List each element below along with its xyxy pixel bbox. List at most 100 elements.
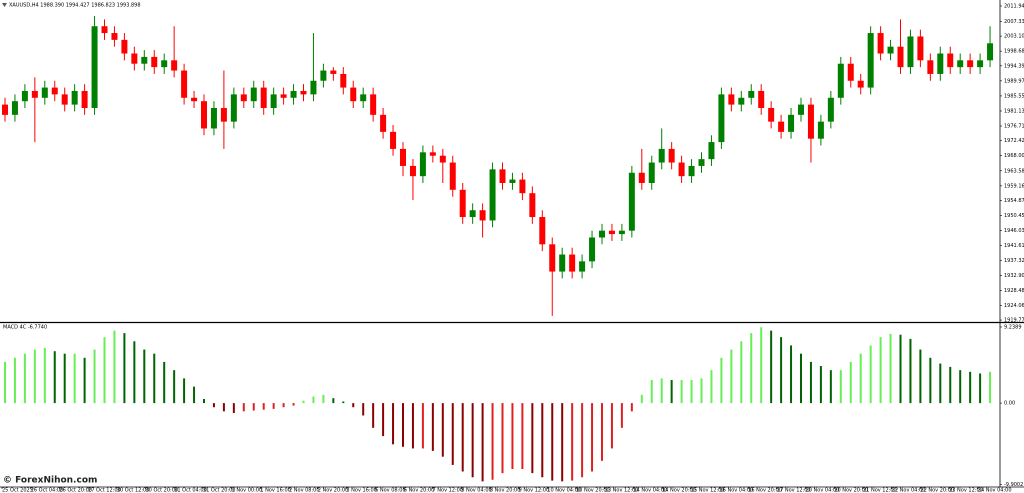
y-tick-label: 1946.030 — [1004, 228, 1024, 234]
candle-body — [479, 210, 486, 221]
x-tick-label: 31 Oct 04:00 — [174, 488, 207, 493]
candle-body — [648, 162, 655, 183]
candle-body — [419, 152, 426, 177]
x-tick-label: 16 Nov 20:00 — [748, 488, 782, 493]
candle-body — [270, 94, 277, 109]
candle-body — [768, 108, 775, 122]
candle-body — [71, 90, 78, 105]
candle-body — [927, 60, 934, 74]
x-tick-label: 22 Nov 20:00 — [920, 488, 954, 493]
y-tick-label: 9.2389 — [1004, 324, 1022, 330]
candle-body — [907, 36, 914, 68]
candle-body — [459, 189, 466, 218]
candle-body — [201, 101, 207, 129]
candle-body — [220, 108, 227, 122]
candle-body — [290, 90, 297, 98]
candle-body — [260, 87, 267, 109]
candle-body — [728, 94, 735, 105]
candle-body — [857, 80, 864, 88]
candle-body — [658, 148, 665, 163]
candle-body — [817, 121, 824, 139]
x-tick-label: 31 Oct 20:00 — [203, 488, 236, 493]
candle-body — [171, 60, 178, 71]
candle-body — [569, 254, 576, 272]
candle-body — [509, 179, 516, 183]
candle-body — [957, 60, 964, 68]
candle-body — [360, 94, 367, 102]
x-tick-label: 15 Nov 12:00 — [691, 488, 725, 493]
candle-body — [758, 90, 765, 109]
x-tick-label: 17 Nov 12:00 — [777, 488, 811, 493]
candle-body — [340, 73, 347, 88]
candle-body — [489, 169, 496, 221]
candle-body — [409, 165, 416, 177]
x-tick-label: 10 Nov 20:00 — [576, 488, 610, 493]
candle-body — [638, 172, 645, 183]
candle-body — [469, 210, 476, 218]
x-tick-label: 30 Oct 20:00 — [146, 488, 179, 493]
candle-body — [250, 87, 257, 102]
candle-body — [240, 94, 247, 102]
x-tick-label: 30 Oct 12:00 — [117, 488, 150, 493]
x-tick-label: 8 Nov 04:00 — [461, 488, 492, 493]
candle-body — [449, 162, 456, 190]
x-tick-label: 6 Nov 20:00 — [404, 488, 435, 493]
candle-body — [91, 26, 98, 109]
x-tick-label: 2 Nov 08:00 — [289, 488, 320, 493]
candle-body — [141, 56, 148, 64]
y-tick-label: 2011.940 — [1004, 3, 1024, 9]
candle-body — [529, 193, 536, 218]
y-tick-label: 1937.320 — [1004, 258, 1024, 264]
candle-body — [370, 94, 377, 115]
candle-body — [81, 90, 88, 109]
x-tick-label: 1 Nov 00:00 — [232, 488, 263, 493]
candle-body — [300, 90, 307, 95]
y-tick-label: 1919.770 — [1004, 318, 1024, 324]
y-tick-label: 2007.330 — [1004, 19, 1024, 25]
candle-body — [807, 104, 814, 139]
x-tick-label: 10 Nov 04:00 — [547, 488, 581, 493]
candle-body — [559, 254, 566, 272]
candle-body — [589, 237, 596, 262]
candle-body — [111, 33, 118, 40]
x-tick-label: 22 Nov 04:00 — [892, 488, 926, 493]
x-tick-label: 23 Nov 12:00 — [949, 488, 983, 493]
x-tick-label: 26 Oct 20:00 — [59, 488, 92, 493]
candle-body — [161, 60, 168, 68]
x-tick-label: 7 Nov 12:00 — [433, 488, 464, 493]
candle-body — [191, 97, 198, 102]
candle-body — [390, 131, 397, 149]
candle-body — [967, 60, 974, 68]
candle-body — [698, 159, 705, 166]
x-tick-label: 13 Nov 12:00 — [605, 488, 639, 493]
candle-body — [718, 94, 725, 143]
candle-body — [439, 155, 446, 163]
y-tick-label: 1954.870 — [1004, 198, 1024, 204]
x-tick-label: 9 Nov 12:00 — [519, 488, 550, 493]
candle-body — [947, 53, 954, 68]
y-tick-label: 1932.900 — [1004, 273, 1024, 279]
x-tick-label: 25 Oct 2023 — [2, 488, 33, 493]
candle-body — [330, 70, 337, 74]
x-tick-label: 6 Nov 08:00 — [375, 488, 406, 493]
candle-body — [987, 43, 994, 61]
candle-body — [668, 148, 675, 163]
candle-body — [31, 90, 38, 98]
candle-body — [937, 53, 944, 74]
candle-body — [61, 94, 68, 105]
candle-body — [887, 46, 894, 54]
candle-body — [499, 169, 506, 183]
y-tick-label: 1989.970 — [1004, 78, 1024, 84]
x-tick-label: 14 Nov 20:00 — [662, 488, 696, 493]
candle-body — [748, 90, 755, 98]
x-tick-label: 2 Nov 20:00 — [318, 488, 349, 493]
x-tick-label: 27 Oct 12:00 — [88, 488, 121, 493]
candle-body — [519, 179, 526, 194]
x-tick-label: 1 Nov 16:00 — [260, 488, 291, 493]
candle-body — [210, 108, 217, 129]
candle-body — [2, 104, 8, 115]
x-tick-label: 26 Oct 04:00 — [31, 488, 64, 493]
y-tick-label: 1981.130 — [1004, 108, 1024, 114]
candle-body — [11, 101, 18, 115]
candle-body — [917, 36, 924, 61]
